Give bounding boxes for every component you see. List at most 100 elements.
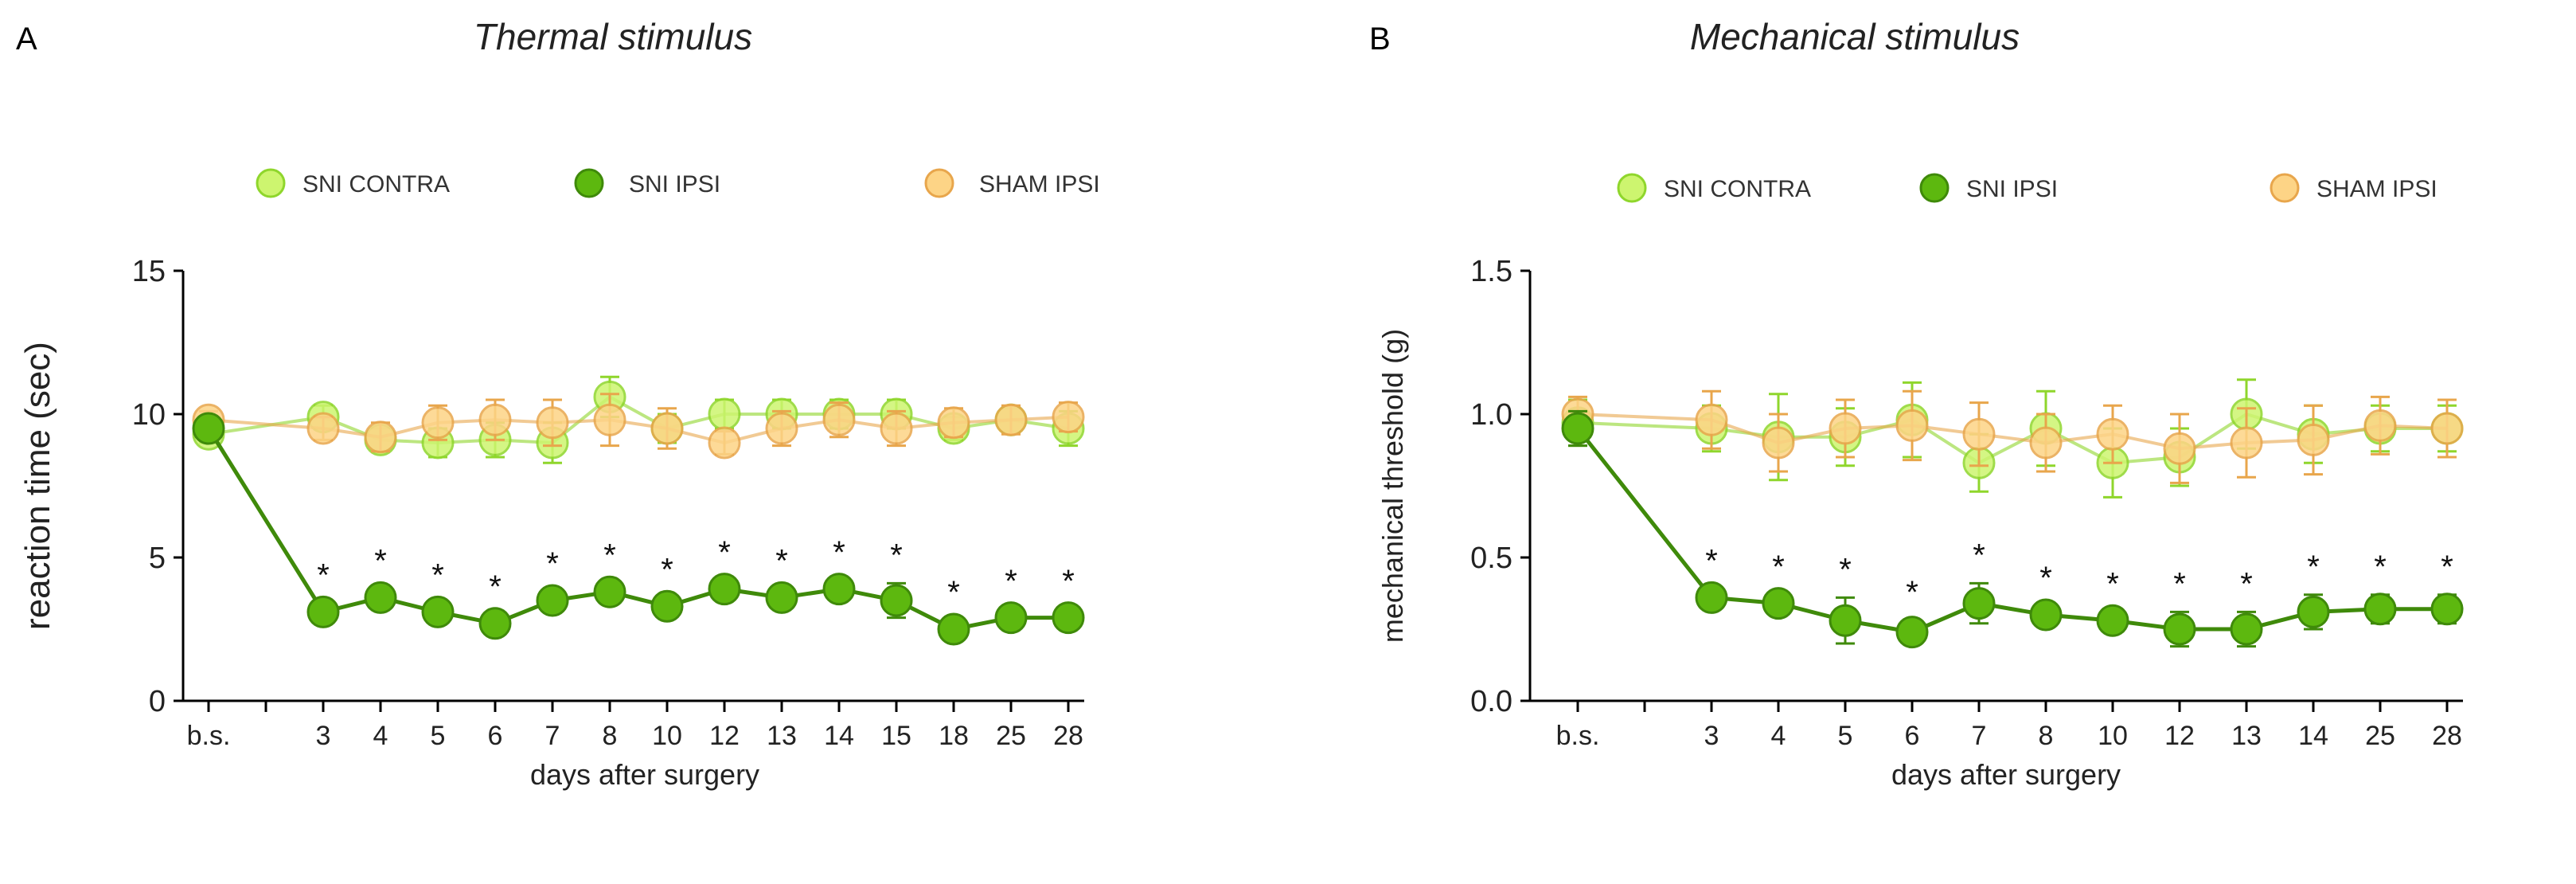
panel-label: B [1369,22,1391,57]
data-point-sham [2230,426,2263,460]
data-point-ipsi [1962,587,1996,620]
y-axis-label: reaction time (sec) [18,342,57,630]
data-point-ipsi [1052,601,1085,635]
chart-title: Thermal stimulus [474,16,752,57]
legend-label-contra: SNI CONTRA [1664,176,1811,202]
data-point-sham [1829,412,1862,445]
data-point-sham [650,412,684,445]
x-tick-label: 6 [488,721,503,751]
data-point-sham [421,406,455,440]
data-point-ipsi [2096,604,2129,637]
x-axis-label: days after surgery [530,758,759,791]
data-point-sham [536,406,569,440]
significance-star: * [1839,552,1852,587]
data-point-sham [2363,409,2397,442]
data-point-ipsi [478,607,512,640]
data-point-sham [2029,426,2063,460]
data-point-ipsi [593,575,626,608]
significance-star: * [1772,550,1785,585]
x-tick-label: 10 [2098,721,2128,751]
x-tick-label: 7 [1972,721,1987,751]
data-point-ipsi [364,581,397,614]
y-tick-label: 5 [149,542,166,575]
series-line-ipsi [206,427,1068,632]
significance-star: * [2374,550,2387,585]
data-point-sham [593,403,626,436]
panel-label: A [16,22,37,57]
significance-star: * [661,552,673,587]
x-tick-label: b.s. [187,721,231,751]
data-point-ipsi [421,595,455,628]
data-point-ipsi [1829,604,1862,637]
significance-star: * [775,544,788,579]
x-tick-label: 8 [2039,721,2054,751]
data-point-ipsi [536,584,569,617]
x-tick-label: 14 [2298,721,2328,751]
x-tick-label: 7 [545,721,560,751]
x-tick-label: 10 [652,721,682,751]
data-point-ipsi [2297,595,2330,628]
data-point-sham [1895,409,1929,442]
legend-marker-sham [2270,173,2300,203]
data-point-sham [822,403,856,436]
legend-label-sham: SHAM IPSI [2316,176,2437,202]
data-point-sham [478,403,512,436]
legend-label-sham: SHAM IPSI [979,171,1100,198]
data-point-ipsi [822,573,856,606]
x-axis-label: days after surgery [1891,758,2121,791]
significance-star: * [317,558,330,593]
y-tick-label: 1.0 [1470,398,1512,432]
significance-star: * [2307,550,2320,585]
significance-star: * [2039,561,2052,596]
y-tick-label: 10 [132,398,166,432]
x-tick-label: 5 [1838,721,1853,751]
y-tick-label: 15 [132,255,166,288]
x-tick-label: 4 [373,721,388,751]
legend-label-ipsi: SNI IPSI [629,171,720,198]
significance-star: * [1062,564,1075,599]
data-point-sham [2297,423,2330,456]
significance-star: * [603,538,616,573]
data-point-sham [2163,432,2196,465]
data-point-ipsi [1561,412,1594,445]
x-tick-label: 28 [2432,721,2462,751]
significance-star: * [718,535,731,570]
data-point-sham [1695,403,1728,436]
data-point-sham [2430,412,2464,445]
y-tick-label: 1.5 [1470,255,1512,288]
data-point-sham [1962,417,1996,451]
data-point-sham [994,403,1028,436]
significance-star: * [1906,575,1918,610]
data-point-ipsi [1695,581,1728,614]
significance-star: * [374,544,387,579]
x-tick-label: 14 [824,721,854,751]
x-tick-label: 8 [603,721,618,751]
significance-star: * [890,538,903,573]
data-point-ipsi [2029,598,2063,632]
data-point-ipsi [650,589,684,623]
x-tick-label: 18 [939,721,969,751]
data-point-sham [880,412,913,445]
significance-star: * [1973,538,1985,573]
significance-star: * [833,535,845,570]
data-point-sham [2096,417,2129,451]
significance-star: * [489,569,502,604]
legend-marker-contra [256,168,286,198]
data-point-ipsi [306,595,340,628]
data-point-ipsi [2163,612,2196,646]
x-tick-label: 12 [709,721,740,751]
data-point-ipsi [708,573,741,606]
data-point-ipsi [2230,612,2263,646]
data-point-sham [306,412,340,445]
chart-title: Mechanical stimulus [1690,16,2020,57]
legend-marker-sham [924,168,954,198]
y-tick-label: 0.0 [1470,685,1512,718]
y-tick-label: 0.5 [1470,542,1512,575]
y-tick-label: 0 [149,685,166,718]
x-tick-label: 25 [996,721,1026,751]
legend-marker-ipsi [1919,173,1950,203]
significance-star: * [947,575,960,610]
data-point-sham [364,420,397,454]
data-point-ipsi [994,601,1028,635]
